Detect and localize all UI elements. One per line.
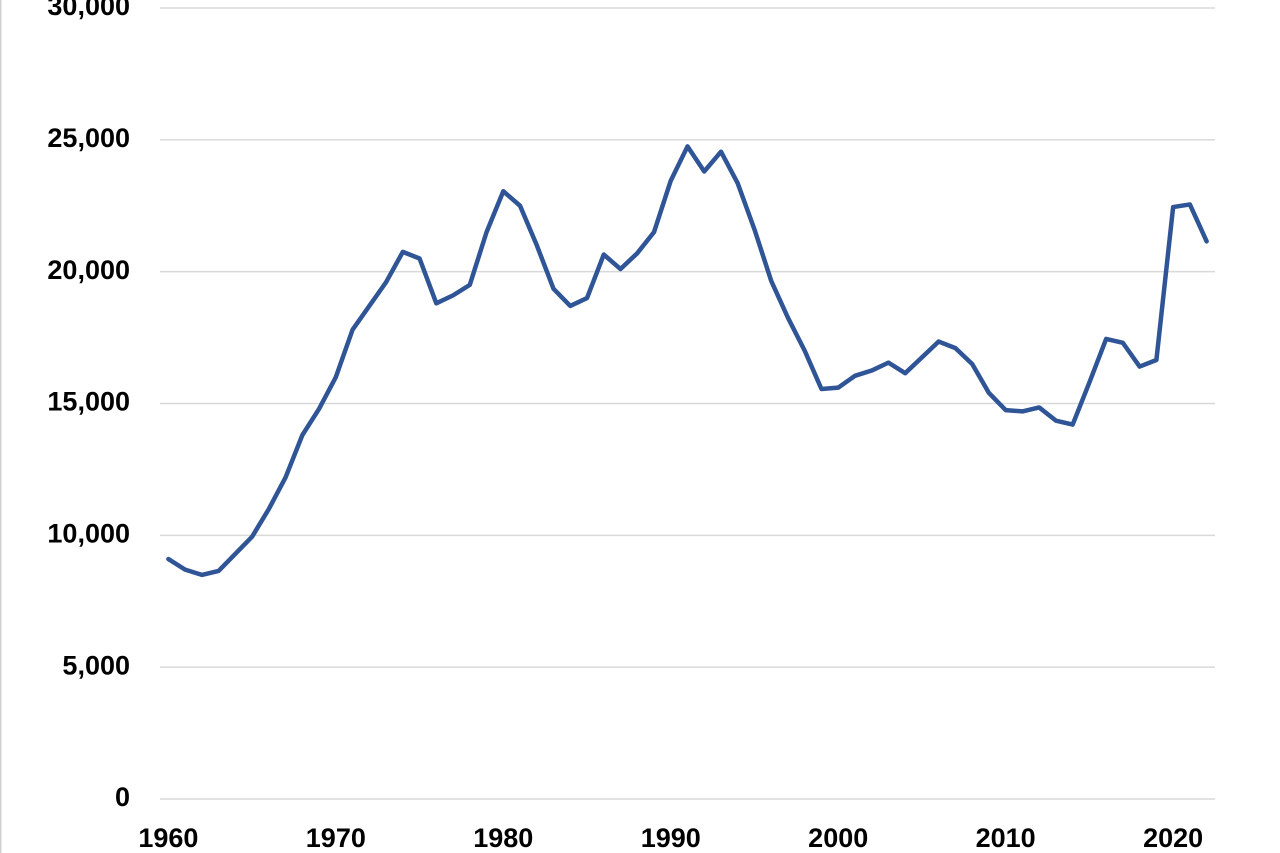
y-tick-label: 0 (115, 782, 130, 812)
y-tick-label: 25,000 (47, 123, 130, 153)
x-tick-label: 2000 (808, 823, 868, 853)
y-tick-label: 30,000 (47, 0, 130, 21)
x-tick-label: 1970 (306, 823, 366, 853)
x-tick-label: 2020 (1143, 823, 1203, 853)
x-tick-label: 1960 (138, 823, 198, 853)
data-line (166, 144, 1209, 578)
y-tick-label: 5,000 (62, 650, 130, 680)
x-tick-label: 2010 (976, 823, 1036, 853)
x-tick-label: 1980 (473, 823, 533, 853)
y-tick-label: 10,000 (47, 518, 130, 548)
y-tick-label: 20,000 (47, 255, 130, 285)
x-tick-label: 1990 (641, 823, 701, 853)
y-tick-label: 15,000 (47, 387, 130, 417)
